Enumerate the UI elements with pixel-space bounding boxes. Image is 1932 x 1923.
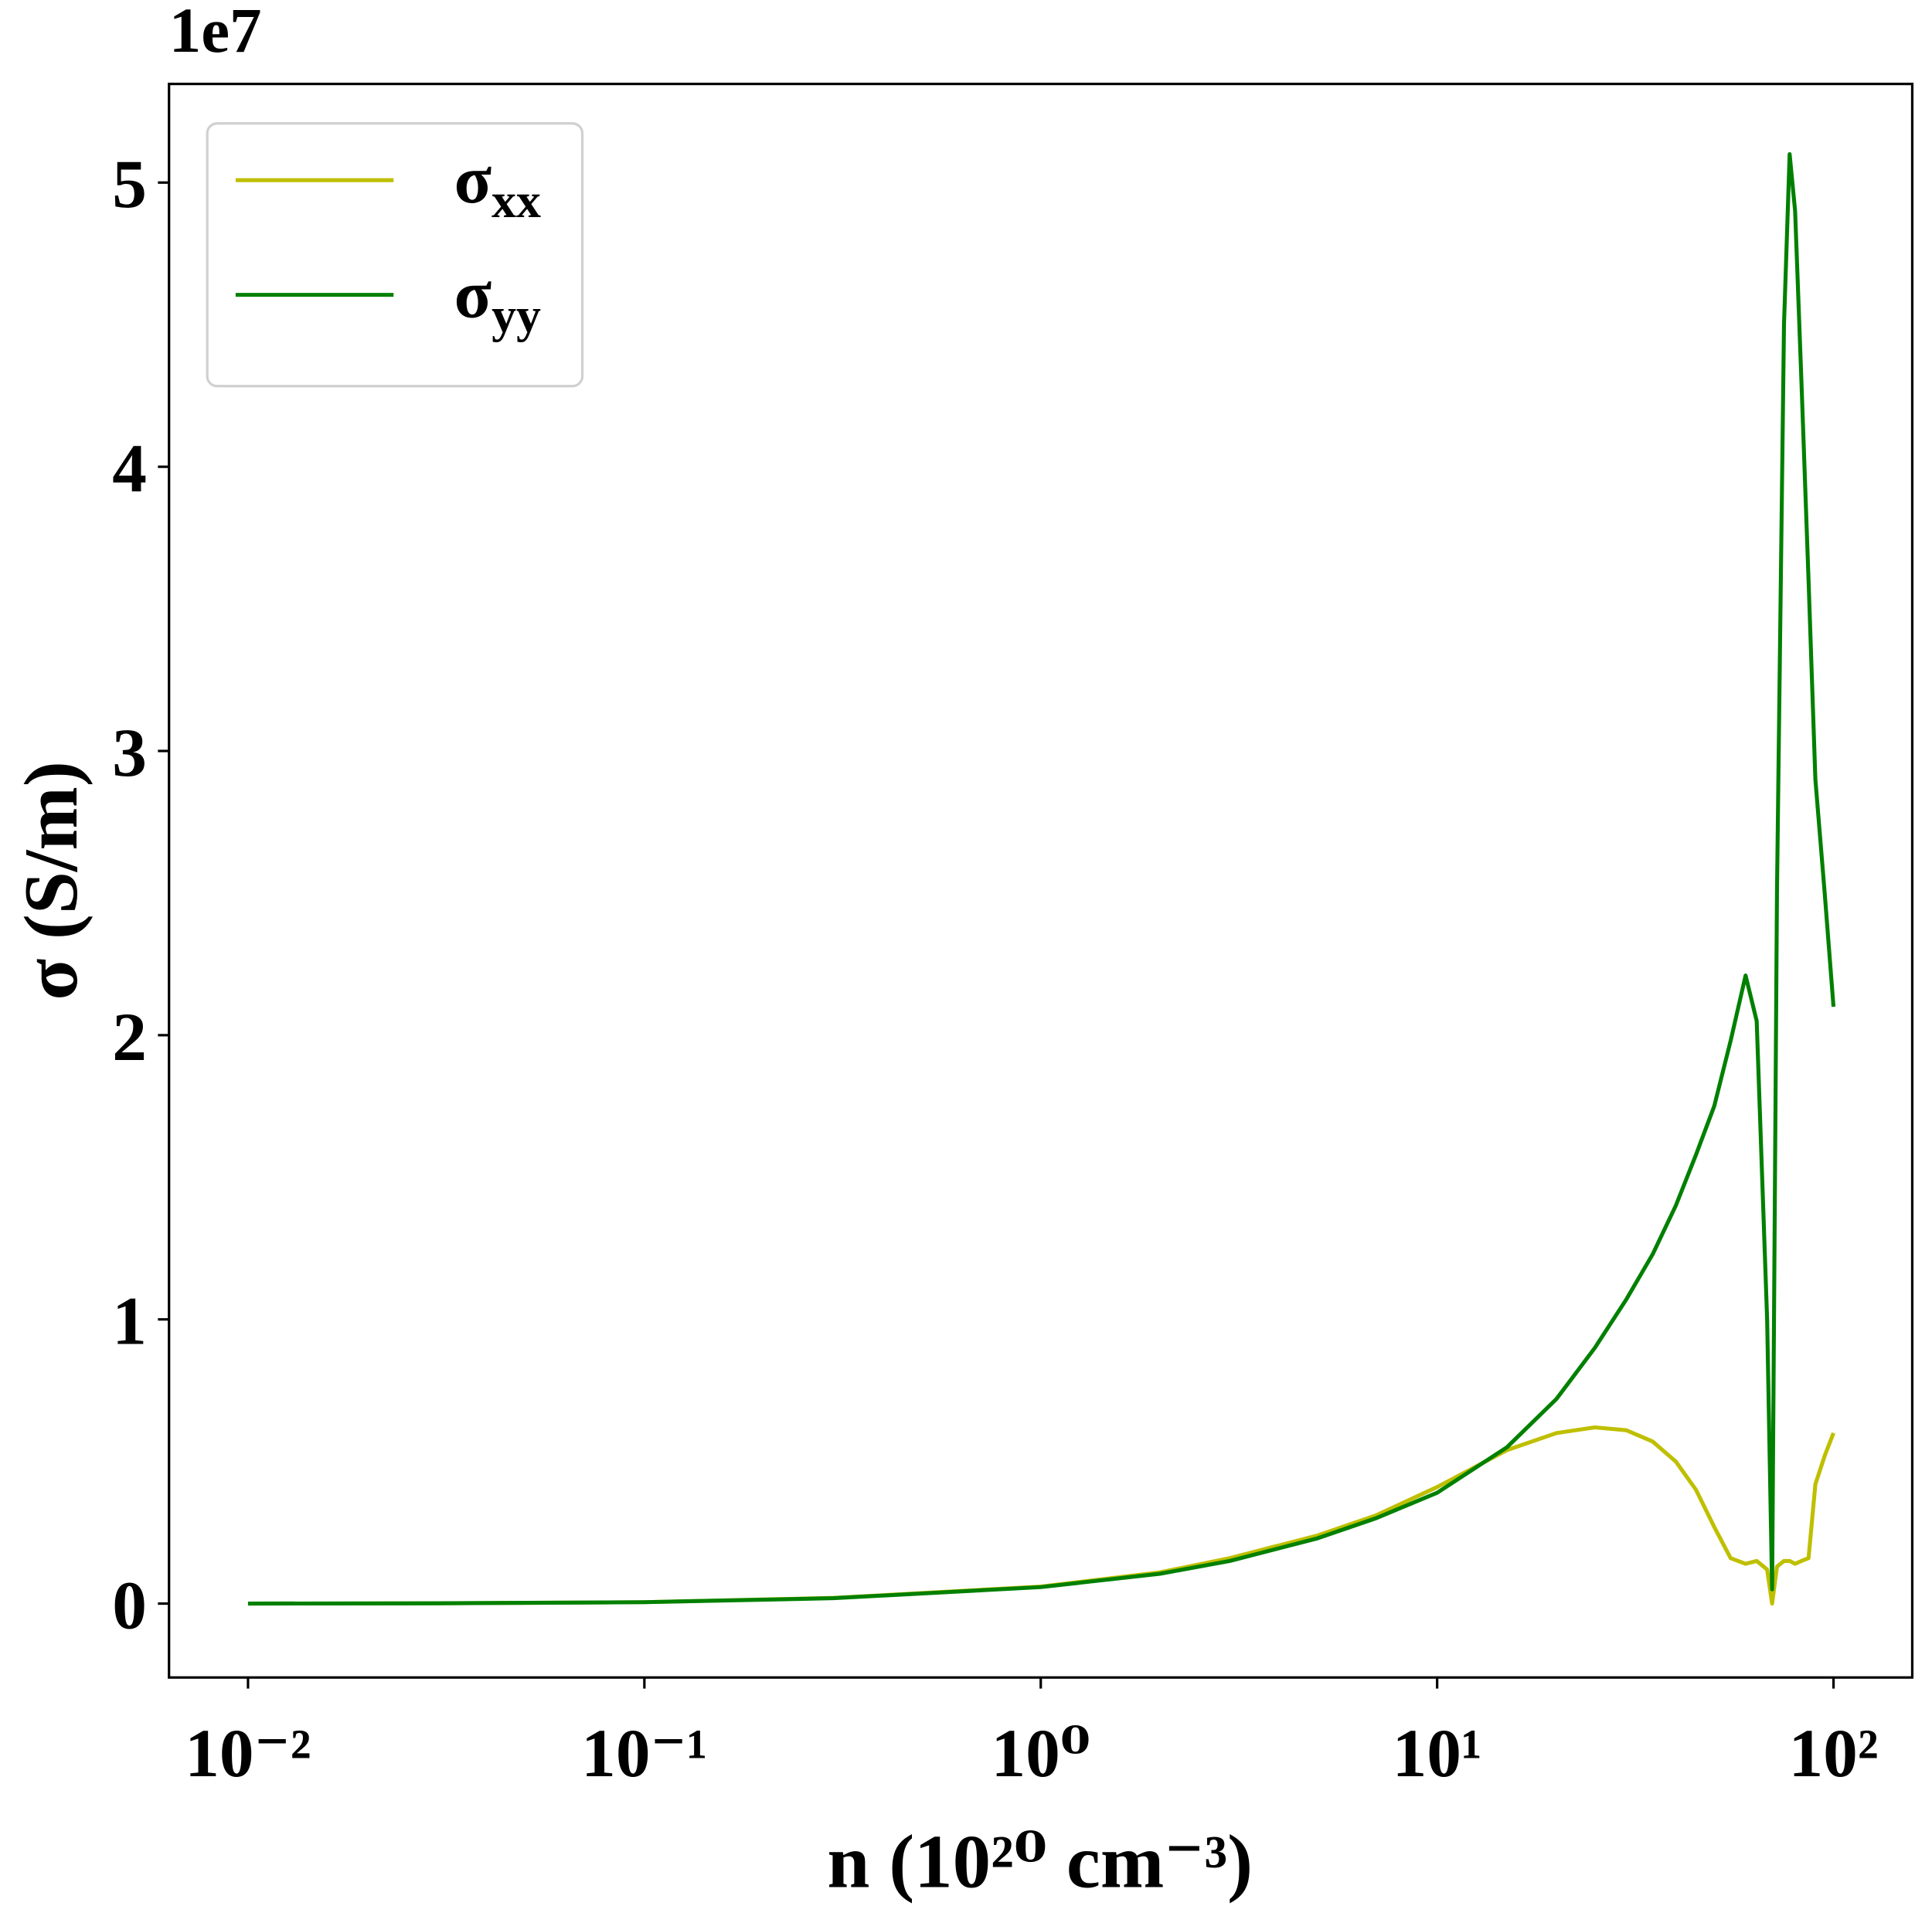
y-offset-text: 1e7 xyxy=(169,0,262,66)
x-tick-label: 10⁰ xyxy=(991,1715,1090,1792)
plot-frame xyxy=(168,83,1914,1679)
y-tick-label: 5 xyxy=(112,146,147,223)
y-tick-label: 0 xyxy=(112,1568,147,1644)
x-tick-label: 10² xyxy=(1788,1715,1878,1792)
x-tick-label: 10⁻¹ xyxy=(581,1715,707,1792)
y-tick-label: 2 xyxy=(112,999,147,1075)
y-axis-label: σ (S/m) xyxy=(9,761,94,1000)
x-tick-label: 10¹ xyxy=(1393,1715,1482,1792)
y-tick-label: 1 xyxy=(112,1283,147,1360)
y-tick-label: 3 xyxy=(112,715,147,791)
x-axis-label: n (10²⁰ cm⁻³) xyxy=(827,1820,1253,1904)
x-tick-label: 10⁻² xyxy=(185,1715,311,1792)
y-tick-label: 4 xyxy=(112,430,147,507)
legend-box xyxy=(206,122,584,388)
series-line xyxy=(247,151,1836,1606)
